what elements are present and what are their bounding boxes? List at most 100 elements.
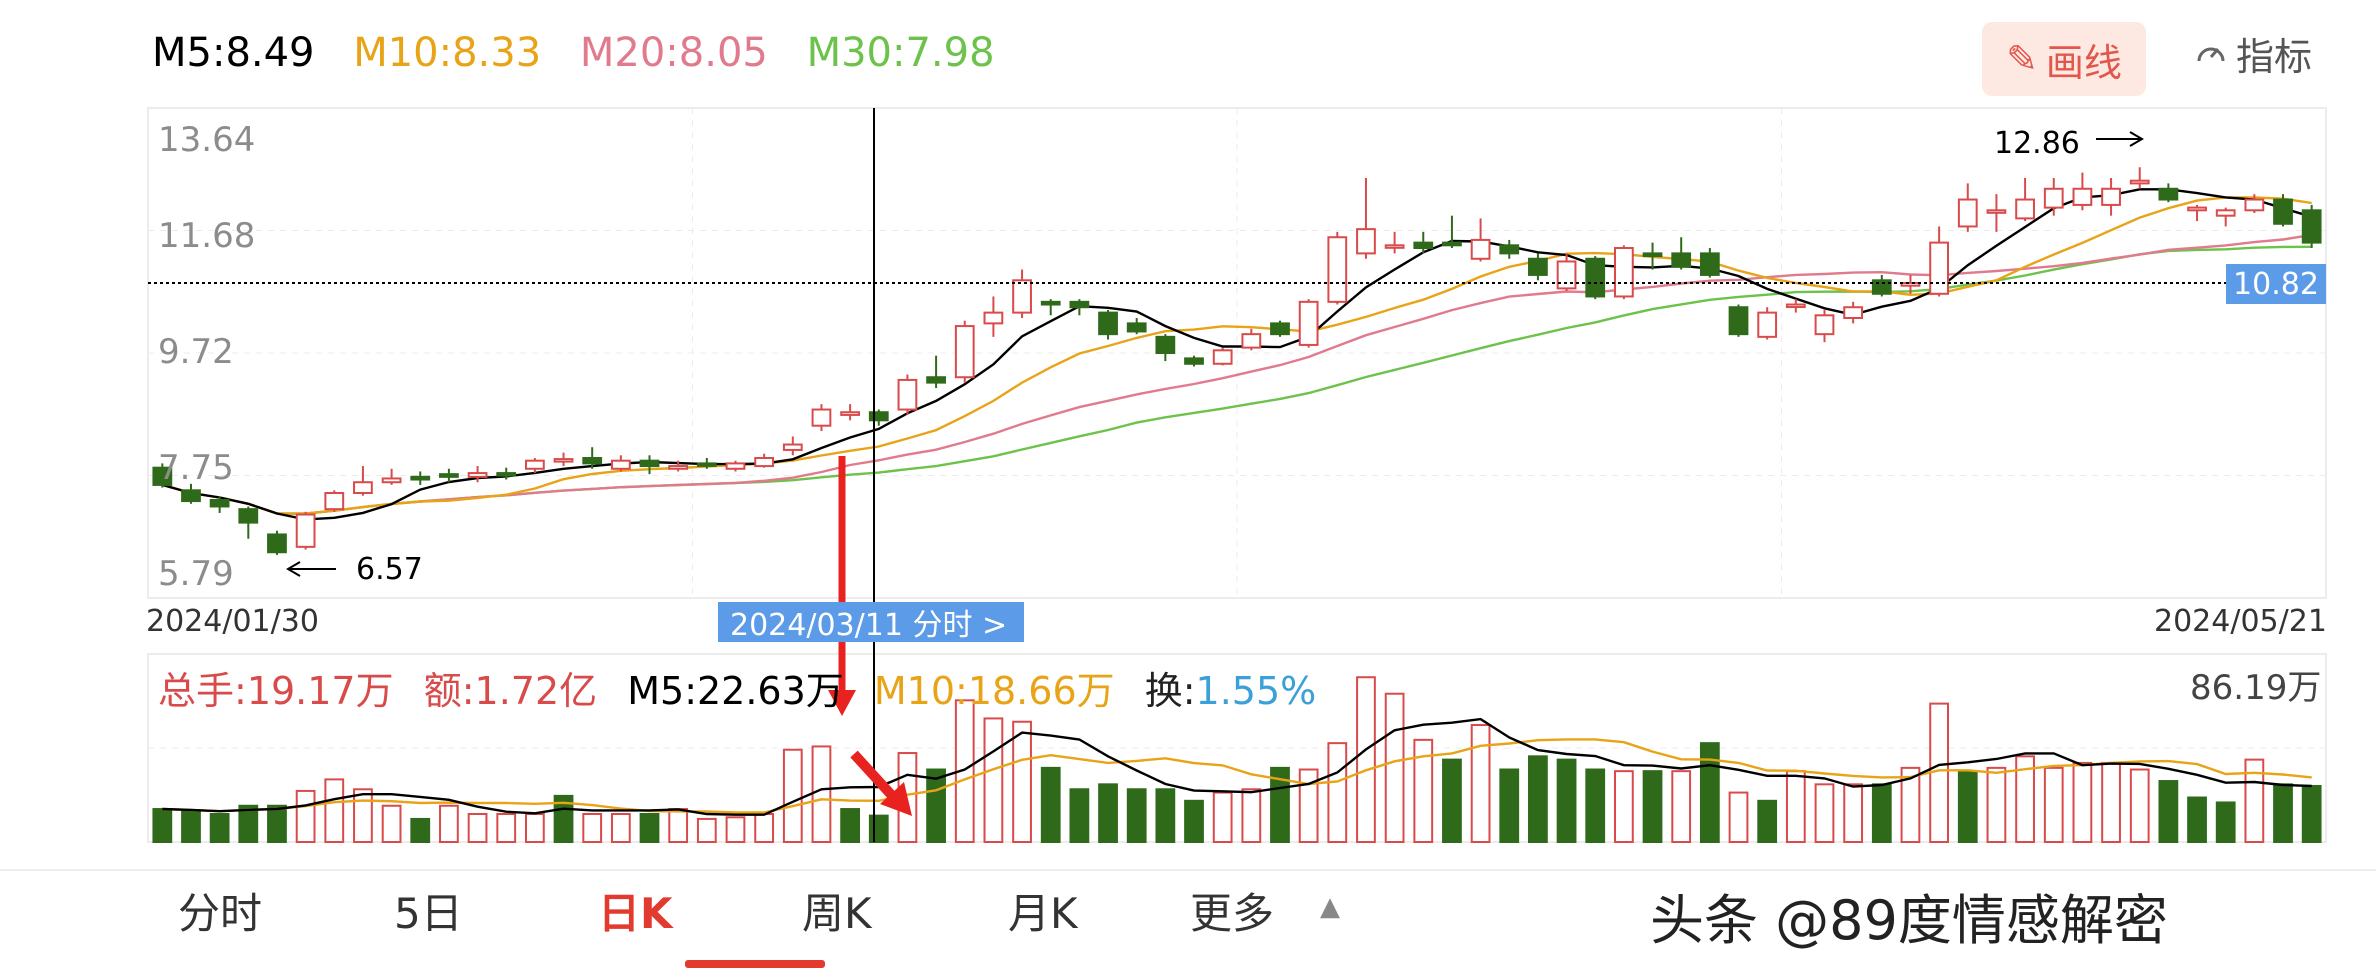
candle-body — [324, 492, 345, 511]
gauge-icon — [2197, 47, 2225, 61]
candle-body — [410, 475, 431, 481]
candle — [1155, 334, 1176, 362]
crosshair-date[interactable]: 2024/03/11 分时 > — [718, 602, 1024, 643]
tab-daily-k[interactable]: 日K — [598, 889, 673, 938]
candle-body — [1442, 241, 1462, 247]
candle — [1642, 242, 1663, 270]
candle-body — [1470, 238, 1491, 260]
candle-body — [2244, 198, 2265, 212]
candle-body — [696, 462, 717, 467]
ma20-value: M20:8.05 — [579, 30, 768, 76]
volume-bar — [1327, 742, 1348, 843]
volume-bar — [2043, 766, 2064, 843]
volume-bar — [2072, 761, 2093, 843]
candle-body — [2215, 209, 2236, 217]
volume-bar — [209, 812, 230, 844]
volume-bar — [2129, 768, 2150, 843]
volume-bar — [496, 812, 517, 844]
volume-bar — [1241, 788, 1262, 844]
candle-body — [1270, 322, 1290, 336]
tab-5day[interactable]: 5日 — [394, 889, 463, 938]
ma10-line — [161, 196, 2312, 515]
crosshair-price-tag: 10.82 — [2226, 264, 2326, 304]
volume-bar — [1613, 770, 1634, 843]
candle-body — [381, 477, 402, 484]
candle — [1929, 226, 1950, 297]
draw-button[interactable]: ✎ 画线 — [1982, 22, 2146, 96]
volume-bar — [1699, 742, 1720, 843]
candle-body — [2101, 187, 2121, 206]
volume-bar — [553, 794, 574, 844]
candle — [467, 466, 488, 483]
tab-intraday[interactable]: 分时 — [178, 889, 263, 938]
candle-body — [811, 408, 832, 427]
volume-bar — [1814, 783, 1835, 843]
volume-max: 86.19万 — [2190, 668, 2322, 708]
candle — [610, 455, 631, 472]
candle-body — [639, 459, 660, 468]
ma20-line — [161, 233, 2312, 515]
candle-body — [754, 457, 775, 468]
candle-body — [1212, 349, 1233, 365]
volume-bar — [2273, 783, 2293, 843]
volume-bar — [782, 748, 803, 843]
candle — [1528, 253, 1548, 281]
candle — [524, 458, 545, 474]
candle-body — [1757, 311, 1778, 338]
volume-bar — [1728, 791, 1749, 844]
volume-bar — [610, 812, 631, 844]
candle — [1270, 320, 1290, 337]
candle — [582, 447, 603, 469]
red-arrow-diag-head — [880, 782, 912, 816]
volume-bar — [238, 804, 259, 844]
candle — [639, 455, 660, 475]
volume-bar — [1184, 799, 1204, 844]
ma-lines — [161, 188, 2313, 521]
candle-body — [1012, 279, 1032, 314]
tab-weekly-k[interactable]: 周K — [802, 889, 872, 938]
indicator-button[interactable]: 指标 — [2194, 26, 2312, 81]
candle — [181, 483, 201, 504]
candle-body — [1929, 241, 1950, 295]
candle — [1442, 215, 1462, 248]
volume-bar — [1499, 768, 1520, 843]
volume-bars — [152, 676, 2322, 844]
caret-up-icon[interactable]: ▲ — [1320, 892, 1340, 922]
vol-m10: M10:18.66万 — [873, 669, 1115, 713]
vol-ma10-line — [162, 738, 2312, 814]
candle — [754, 453, 775, 468]
volume-bar — [811, 745, 832, 843]
volume-bar — [868, 814, 889, 844]
candle-body — [209, 499, 230, 508]
candle — [2187, 204, 2207, 222]
volume-bar — [1298, 768, 1319, 843]
volume-bar — [725, 816, 746, 844]
total-label: 总手: — [158, 669, 247, 713]
candle-body — [897, 378, 918, 411]
candle-body — [1613, 247, 1634, 298]
candle — [1556, 253, 1577, 292]
candle — [553, 452, 574, 467]
candle-body — [553, 458, 574, 463]
tab-monthly-k[interactable]: 月K — [1008, 889, 1078, 938]
candle-body — [2072, 187, 2093, 206]
red-arrow-diag-line — [850, 750, 900, 804]
tab-more[interactable]: 更多 — [1190, 889, 1275, 938]
start-date: 2024/01/30 — [146, 604, 319, 639]
candle-body — [954, 325, 975, 379]
period-tabs: 分时 5日 日K 周K 月K 更多 ▲ — [120, 880, 1820, 972]
candle-body — [1098, 311, 1118, 336]
volume-bar — [1671, 770, 1692, 843]
volume-bar — [467, 812, 488, 844]
candle-body — [1298, 300, 1319, 346]
candle — [2101, 178, 2121, 216]
amount-label: 额: — [423, 669, 475, 713]
active-tab-underline — [685, 960, 825, 968]
candle-body — [668, 465, 689, 470]
candle — [238, 506, 259, 539]
candle-body — [2301, 209, 2322, 244]
volume-bar — [1843, 783, 1864, 843]
volume-bar — [582, 812, 603, 844]
candle — [1613, 245, 1634, 300]
